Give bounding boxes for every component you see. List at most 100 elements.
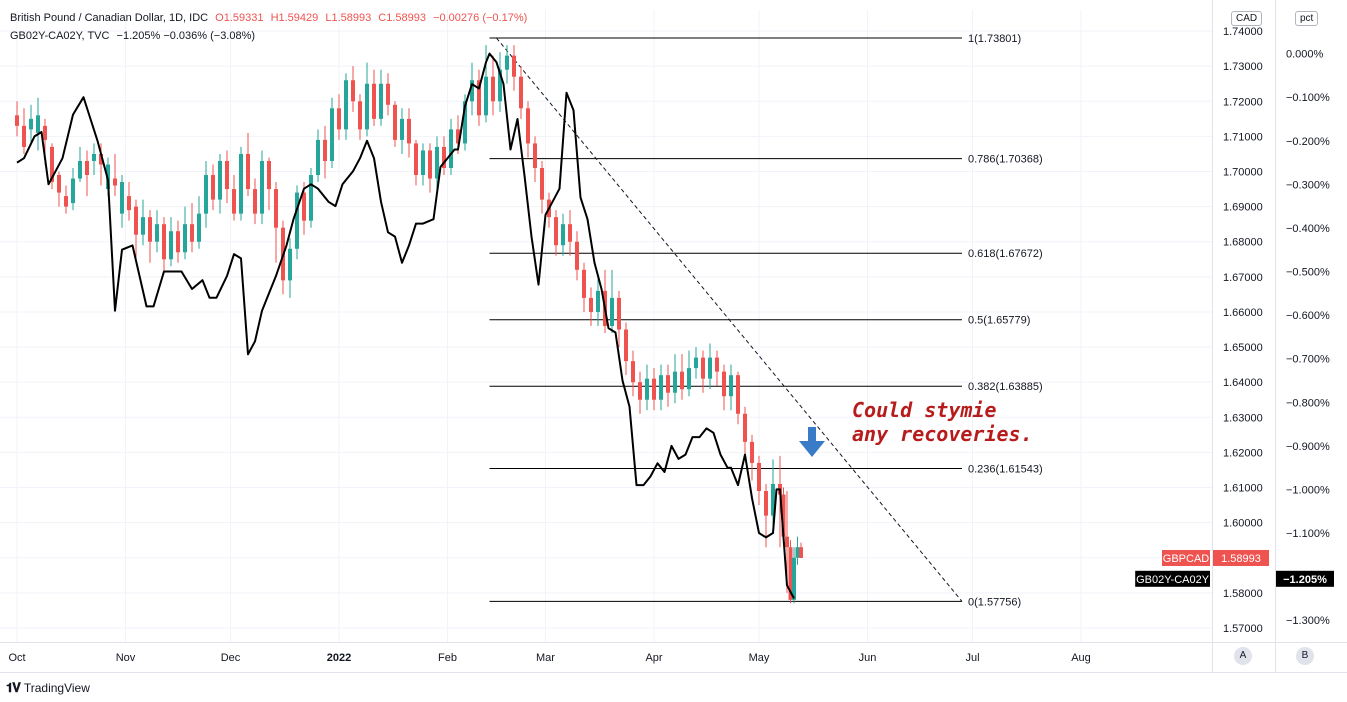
- candle-body: [379, 83, 383, 119]
- legend-spread-values: −1.205% −0.036% (−3.08%): [116, 30, 256, 42]
- candle-body: [246, 153, 250, 190]
- legend-main: British Pound / Canadian Dollar, 1D, IDC…: [10, 12, 531, 24]
- candle-body: [169, 231, 173, 260]
- candle: [799, 542, 803, 558]
- percent-tick-label: −0.800%: [1286, 397, 1330, 409]
- candle: [372, 69, 376, 126]
- candle-body: [463, 101, 467, 144]
- chart-annotation: Could stymie any recoveries.: [852, 398, 1033, 446]
- candle: [442, 136, 446, 176]
- down-arrow-icon: [799, 427, 825, 457]
- candle-body: [64, 196, 68, 207]
- candle: [428, 143, 432, 193]
- candle-body: [316, 139, 320, 176]
- candle: [36, 97, 40, 151]
- candle-body: [785, 536, 789, 548]
- candle: [22, 108, 26, 154]
- candle-body: [365, 83, 369, 130]
- candle: [225, 150, 229, 204]
- candle: [708, 343, 712, 390]
- candle: [540, 160, 544, 214]
- legend-spread: GB02Y-CA02Y, TVC −1.205% −0.036% (−3.08%…: [10, 30, 259, 42]
- time-tick-label: May: [749, 652, 770, 664]
- candle: [575, 231, 579, 281]
- candle: [421, 143, 425, 186]
- candle-body: [582, 269, 586, 298]
- candle: [638, 371, 642, 414]
- candle: [659, 364, 663, 411]
- candle-body: [491, 76, 495, 102]
- candle-body: [57, 175, 61, 193]
- candle-body: [638, 382, 642, 400]
- price-tick-label: 1.58000: [1223, 588, 1263, 600]
- candle: [309, 168, 313, 228]
- candle-body: [162, 224, 166, 260]
- candle-body: [477, 80, 481, 116]
- candle-body: [183, 224, 187, 253]
- candle-body: [435, 146, 439, 179]
- percent-tick-label: −0.500%: [1286, 267, 1330, 279]
- candle-body: [729, 375, 733, 397]
- candle: [512, 45, 516, 91]
- candle: [64, 185, 68, 214]
- price-tick-label: 1.67000: [1223, 272, 1263, 284]
- price-tick-label: 1.60000: [1223, 518, 1263, 530]
- candle-body: [239, 153, 243, 214]
- percent-scale-button[interactable]: pct: [1295, 11, 1319, 26]
- candle: [218, 153, 222, 214]
- candle: [435, 136, 439, 190]
- time-tick-label: Aug: [1071, 652, 1091, 664]
- candle: [722, 364, 726, 411]
- candle-body: [449, 129, 453, 168]
- candle: [484, 45, 488, 123]
- price-tick-label: 1.72000: [1223, 96, 1263, 108]
- candle: [295, 185, 299, 260]
- candle: [736, 371, 740, 425]
- candle: [386, 73, 390, 116]
- candle: [197, 196, 201, 249]
- scale-b-button[interactable]: B: [1296, 647, 1314, 665]
- scale-a-button[interactable]: A: [1234, 647, 1252, 665]
- candle-body: [631, 361, 635, 383]
- candle: [554, 210, 558, 256]
- candle-body: [554, 217, 558, 246]
- candle: [582, 262, 586, 312]
- candle-body: [484, 76, 488, 116]
- candle: [729, 364, 733, 411]
- candle-body: [687, 368, 691, 390]
- percent-tick-label: −1.000%: [1286, 484, 1330, 496]
- spread-tag-symbol: GB02Y-CA02Y: [1136, 574, 1210, 586]
- candle-body: [428, 150, 432, 179]
- candle-body: [260, 160, 264, 214]
- candle: [701, 350, 705, 393]
- fib-level-label: 0.236(1.61543): [968, 463, 1043, 475]
- tradingview-brand[interactable]: 𝟏𝐕 TradingView: [6, 680, 90, 696]
- candle-body: [666, 375, 670, 393]
- price-tick-label: 1.63000: [1223, 412, 1263, 424]
- candle: [561, 213, 565, 256]
- candle-body: [736, 375, 740, 414]
- time-tick-label: Nov: [116, 652, 136, 664]
- percent-tick-label: −0.700%: [1286, 354, 1330, 366]
- candle-body: [694, 357, 698, 369]
- price-tick-label: 1.65000: [1223, 342, 1263, 354]
- candle: [344, 73, 348, 140]
- candle: [393, 101, 397, 147]
- price-tick-label: 1.61000: [1223, 483, 1263, 495]
- candle: [610, 269, 614, 334]
- currency-scale-button[interactable]: CAD: [1231, 11, 1263, 26]
- candle-body: [645, 378, 649, 400]
- gbpcad-tag: GBPCAD: [1162, 549, 1210, 566]
- legend-close: C1.58993: [378, 12, 427, 24]
- candle-body: [253, 189, 257, 214]
- candle-body: [743, 413, 747, 442]
- spread-line-series: [16, 52, 795, 599]
- percent-tick-label: −0.200%: [1286, 136, 1330, 148]
- candle-body: [470, 80, 474, 102]
- candle: [491, 55, 495, 116]
- candle-body: [715, 357, 719, 372]
- candle: [323, 125, 327, 179]
- candle: [568, 210, 572, 256]
- candle: [113, 153, 117, 197]
